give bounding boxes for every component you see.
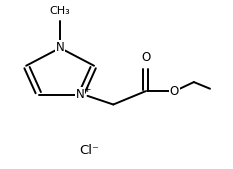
Text: O: O [170, 85, 179, 98]
Text: CH₃: CH₃ [50, 6, 70, 16]
Text: O: O [141, 51, 150, 64]
Text: +: + [83, 85, 91, 94]
Text: N: N [75, 88, 84, 101]
Text: Cl⁻: Cl⁻ [79, 144, 99, 158]
Text: N: N [56, 41, 65, 54]
